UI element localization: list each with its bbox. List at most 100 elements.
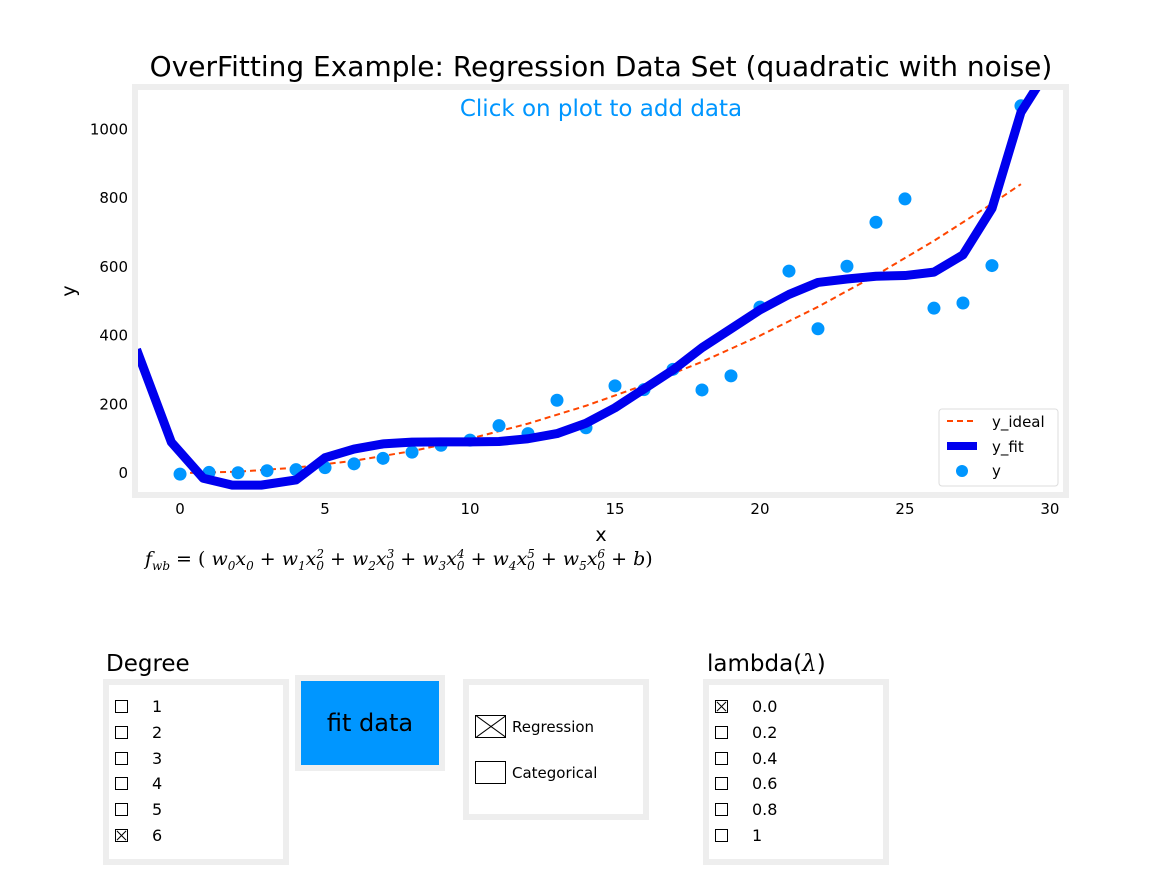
lambda-checkbox[interactable] <box>715 803 728 817</box>
mode-option[interactable]: Categorical <box>475 761 597 784</box>
series-line-y-fit <box>138 90 1041 490</box>
degree-checkbox[interactable] <box>115 751 128 765</box>
mode-checkbox[interactable] <box>475 761 506 784</box>
lambda-checkbox[interactable] <box>715 751 728 765</box>
fit-data-button[interactable]: fit data <box>301 681 439 765</box>
data-point <box>811 322 825 336</box>
lambda-title-prefix: lambda( <box>707 651 803 677</box>
degree-option-label: 2 <box>152 722 163 742</box>
y-tick-label: 800 <box>99 189 128 207</box>
degree-option[interactable]: 4 <box>115 774 162 793</box>
lambda-panel: 0.0 0.2 0.4 0.6 0.8 1 <box>703 679 889 865</box>
data-point <box>260 464 274 478</box>
lambda-symbol: λ <box>802 651 817 677</box>
y-tick-label: 600 <box>99 258 128 276</box>
lambda-option[interactable]: 0.0 <box>715 697 777 716</box>
data-point <box>898 192 912 206</box>
legend-label-y-ideal: y_ideal <box>992 413 1045 432</box>
data-point <box>985 259 999 273</box>
degree-title: Degree <box>106 651 190 677</box>
data-point <box>347 457 361 471</box>
formula-bias: b <box>633 548 646 570</box>
plot-area[interactable] <box>137 85 1041 490</box>
formula-lhs-sub: wb <box>152 558 170 573</box>
legend-box <box>938 408 1059 487</box>
mode-option-label: Regression <box>512 717 595 736</box>
degree-option-label: 1 <box>152 697 163 716</box>
data-point <box>782 264 796 278</box>
mode-option[interactable]: Regression <box>475 715 594 738</box>
degree-option[interactable]: 5 <box>115 800 162 819</box>
x-tick-label: 15 <box>605 500 624 518</box>
click-hint-annotation: Click on plot to add data <box>460 96 742 122</box>
formula-terms: w0x0 + w1x 2 0 + w2x 3 0 + w3x 4 0 + w4x 5 0 + w… <box>211 547 606 573</box>
lambda-title: lambda(λ) <box>707 651 826 677</box>
chart-title: OverFitting Example: Regression Data Set… <box>150 50 1053 83</box>
lambda-option[interactable]: 0.2 <box>715 723 777 742</box>
lambda-checkbox[interactable] <box>715 777 728 791</box>
degree-checkbox[interactable] <box>115 725 128 739</box>
lambda-title-suffix: ) <box>816 651 826 677</box>
lambda-option[interactable]: 1 <box>715 826 762 845</box>
legend-label-y: y <box>992 462 1001 480</box>
degree-option[interactable]: 2 <box>115 723 162 742</box>
degree-option[interactable]: 1 <box>115 697 162 716</box>
lambda-option-label: 0.6 <box>752 774 778 794</box>
degree-checkbox[interactable] <box>115 803 128 817</box>
x-tick-label: 20 <box>750 500 769 518</box>
y-tick-label: 200 <box>99 395 128 413</box>
data-point <box>840 259 854 273</box>
plot-frame <box>132 84 1069 498</box>
mode-panel: Regression Categorical <box>463 679 649 820</box>
data-point <box>173 467 187 481</box>
lambda-option-label: 0.2 <box>752 722 778 742</box>
lambda-option-label: 0.4 <box>752 748 778 768</box>
degree-checkbox[interactable] <box>115 829 128 842</box>
degree-option[interactable]: 3 <box>115 749 162 768</box>
degree-option-label: 3 <box>152 748 163 768</box>
data-point <box>405 445 419 459</box>
degree-option[interactable]: 6 <box>115 826 162 845</box>
model-formula: fwb = ( w0x0 + w1x 2 0 + w2x 3 0 + w3x 4 0 + w… <box>145 547 653 573</box>
regression-chart[interactable]: OverFitting Example: Regression Data Set… <box>0 0 1162 600</box>
lambda-checkbox[interactable] <box>715 700 728 713</box>
lambda-option-label: 0.8 <box>752 800 778 820</box>
axes: 0 5 10 15 20 25 30 0 200 400 600 800 1000 <box>90 121 1060 518</box>
formula-lhs: f <box>145 548 153 570</box>
data-point <box>376 451 390 465</box>
lambda-option[interactable]: 0.8 <box>715 800 777 819</box>
legend: y_ideal y_fit y <box>938 408 1059 487</box>
y-tick-label: 400 <box>99 327 128 345</box>
y-tick-label: 0 <box>118 464 128 482</box>
x-tick-label: 25 <box>895 500 914 518</box>
data-point <box>231 466 245 480</box>
degree-checkbox[interactable] <box>115 700 128 713</box>
x-tick-label: 0 <box>175 500 185 518</box>
y-axis-label: y <box>58 285 80 296</box>
lambda-option-label: 1 <box>752 826 763 845</box>
data-point <box>550 393 564 407</box>
x-tick-label: 30 <box>1040 500 1059 518</box>
lambda-checkbox[interactable] <box>715 725 728 739</box>
degree-option-label: 6 <box>152 826 163 845</box>
data-point <box>724 369 738 383</box>
legend-label-y-fit: y_fit <box>992 438 1024 457</box>
x-axis-label: x <box>595 524 606 546</box>
x-tick-label: 10 <box>460 500 479 518</box>
legend-swatch-y <box>956 465 968 477</box>
degree-checkbox[interactable] <box>115 777 128 791</box>
degree-option-label: 4 <box>152 774 163 794</box>
degree-panel: 1 2 3 4 5 6 <box>103 679 289 865</box>
data-point <box>869 215 883 229</box>
data-point <box>695 383 709 397</box>
degree-option-label: 5 <box>152 800 163 820</box>
y-tick-label: 1000 <box>90 121 128 139</box>
data-point <box>492 419 506 433</box>
data-point <box>927 301 941 315</box>
mode-checkbox[interactable] <box>475 715 506 738</box>
lambda-option[interactable]: 0.6 <box>715 774 777 793</box>
x-tick-label: 5 <box>320 500 330 518</box>
lambda-option[interactable]: 0.4 <box>715 749 777 768</box>
lambda-option-label: 0.0 <box>752 697 778 716</box>
lambda-checkbox[interactable] <box>715 829 728 842</box>
